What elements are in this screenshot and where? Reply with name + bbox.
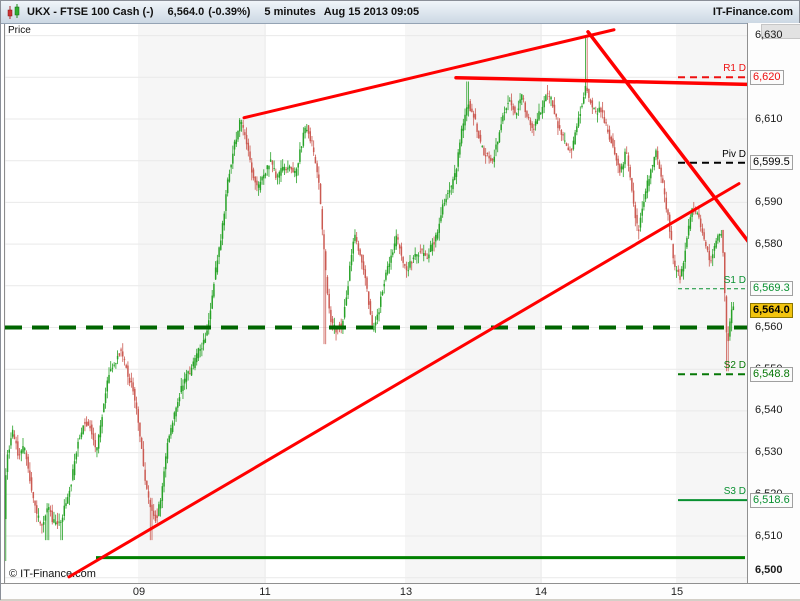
price-axis-panel[interactable]	[747, 23, 800, 583]
time-axis-panel[interactable]	[1, 583, 800, 599]
plot-area[interactable]: Price © IT-Finance.com	[4, 24, 748, 583]
header-timeframe: 5 minutes	[264, 6, 316, 18]
header-symbol-title: UKX - FTSE 100 Cash (-)	[27, 6, 154, 18]
day-band	[140, 24, 266, 583]
day-band	[542, 24, 678, 583]
day-band	[6, 24, 140, 583]
day-band	[266, 24, 407, 583]
day-bands-layer	[5, 24, 748, 583]
brand-label: IT-Finance.com	[712, 6, 793, 18]
header-bar: UKX - FTSE 100 Cash (-) 6,564.0 (-0.39%)…	[1, 1, 799, 24]
header-datetime: Aug 15 2013 09:05	[323, 6, 420, 18]
day-band	[678, 24, 748, 583]
header-change-pct: (-0.39%)	[208, 6, 251, 18]
candlestick-icon	[7, 4, 21, 20]
watermark: © IT-Finance.com	[9, 568, 96, 580]
axis-corner-box	[761, 24, 800, 39]
header-last-price: 6,564.0	[167, 6, 205, 18]
price-axis-title: Price	[8, 25, 31, 36]
day-band	[407, 24, 542, 583]
